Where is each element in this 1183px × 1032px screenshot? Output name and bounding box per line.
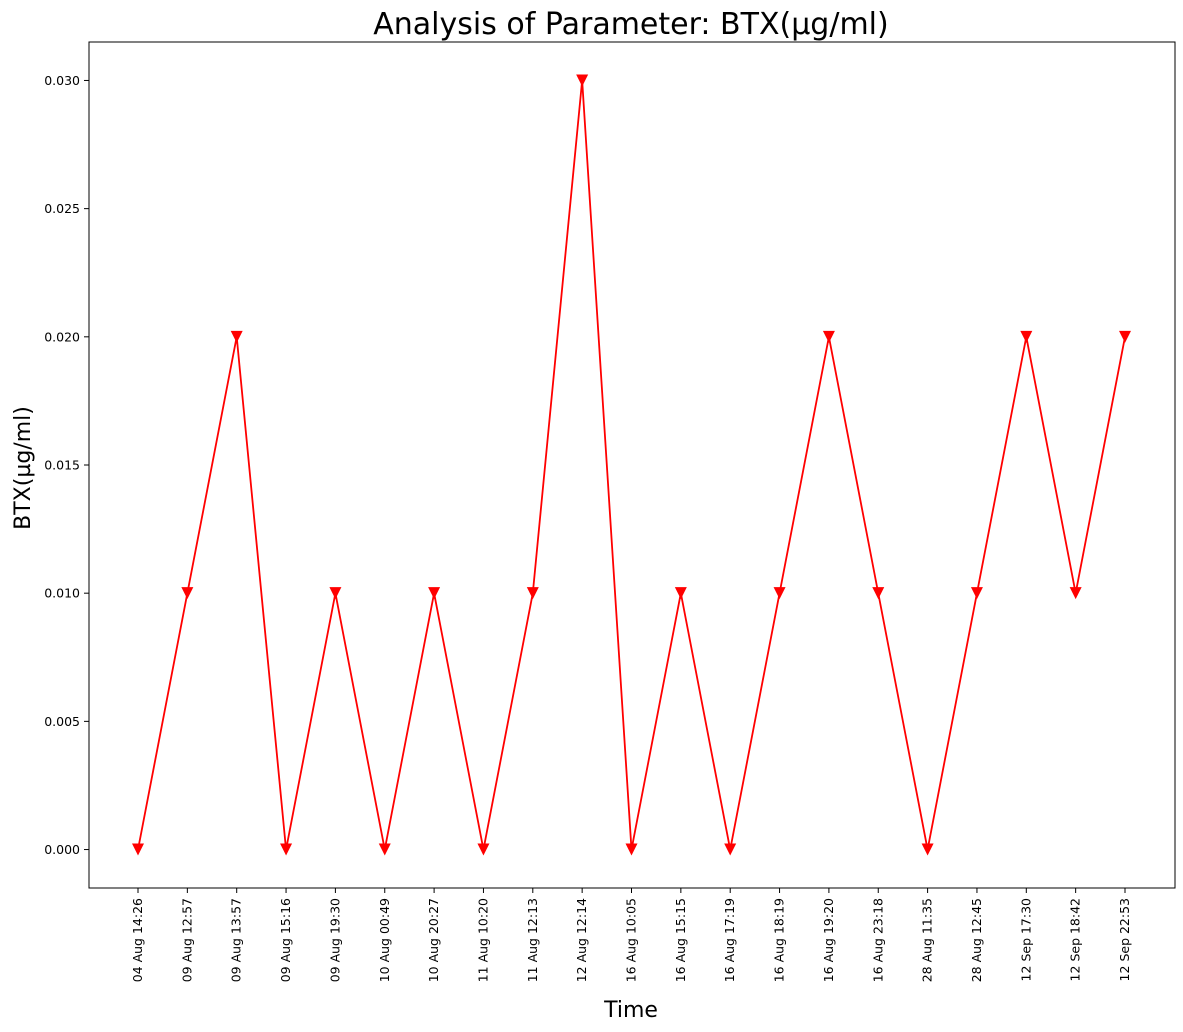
x-tick-label: 28 Aug 12:45 <box>969 898 984 982</box>
x-tick-label: 12 Aug 12:14 <box>574 898 589 982</box>
x-tick-label: 16 Aug 18:19 <box>772 898 787 982</box>
data-point-marker <box>872 587 885 600</box>
y-tick-label: 0.025 <box>44 201 80 216</box>
x-tick-label: 09 Aug 19:30 <box>327 898 342 982</box>
y-tick-label: 0.000 <box>44 842 80 857</box>
x-tick-label: 16 Aug 10:05 <box>624 898 639 982</box>
x-tick-label: 10 Aug 20:27 <box>426 898 441 982</box>
y-axis: 0.000 0.005 0.010 0.015 0.020 0.025 0.030 <box>44 73 89 857</box>
y-axis-label: BTX(µg/ml) <box>11 406 36 530</box>
x-axis: 04 Aug 14:26 09 Aug 12:57 09 Aug 13:57 09 A… <box>130 888 1132 982</box>
x-tick-label: 12 Sep 22:53 <box>1117 898 1132 981</box>
data-point-marker <box>428 587 441 600</box>
x-tick-label: 16 Aug 19:20 <box>821 898 836 982</box>
x-tick-label: 10 Aug 00:49 <box>377 898 392 982</box>
x-tick-label: 16 Aug 23:18 <box>870 898 885 982</box>
x-tick-label: 28 Aug 11:35 <box>920 898 935 982</box>
plot-area <box>88 41 1176 889</box>
x-tick-label: 11 Aug 12:13 <box>525 898 540 982</box>
series-markers <box>132 74 1131 856</box>
x-tick-label: 16 Aug 15:15 <box>673 898 688 982</box>
chart-title: Analysis of Parameter: BTX(µg/ml) <box>373 7 888 42</box>
x-tick-label: 09 Aug 13:57 <box>229 898 244 982</box>
y-tick-label: 0.005 <box>44 714 80 729</box>
data-point-marker <box>674 587 687 600</box>
x-tick-label: 16 Aug 17:19 <box>722 898 737 982</box>
data-point-marker <box>181 587 194 600</box>
y-tick-label: 0.030 <box>44 73 80 88</box>
x-tick-label: 12 Sep 18:42 <box>1068 898 1083 981</box>
data-point-marker <box>280 843 293 856</box>
data-point-marker <box>1020 330 1033 343</box>
data-point-marker <box>822 330 835 343</box>
data-point-marker <box>970 587 983 600</box>
data-point-marker <box>378 843 391 856</box>
data-point-marker <box>230 330 243 343</box>
data-point-marker <box>576 74 589 87</box>
data-point-marker <box>773 587 786 600</box>
x-tick-label: 09 Aug 12:57 <box>179 898 194 982</box>
y-tick-label: 0.020 <box>44 329 80 344</box>
data-point-marker <box>526 587 539 600</box>
x-tick-label: 09 Aug 15:16 <box>278 898 293 982</box>
data-point-marker <box>1069 587 1082 600</box>
x-axis-label: Time <box>603 998 658 1023</box>
data-point-marker <box>1119 330 1131 343</box>
x-tick-label: 11 Aug 10:20 <box>475 898 490 982</box>
x-tick-label: 12 Sep 17:30 <box>1018 898 1033 981</box>
data-point-marker <box>329 587 342 600</box>
x-tick-label: 04 Aug 14:26 <box>130 898 145 982</box>
data-point-marker <box>724 843 737 856</box>
data-point-marker <box>625 843 638 856</box>
y-tick-label: 0.015 <box>44 458 80 473</box>
y-tick-label: 0.010 <box>44 586 80 601</box>
data-point-marker <box>132 843 144 856</box>
data-point-marker <box>921 843 934 856</box>
data-point-marker <box>477 843 490 856</box>
